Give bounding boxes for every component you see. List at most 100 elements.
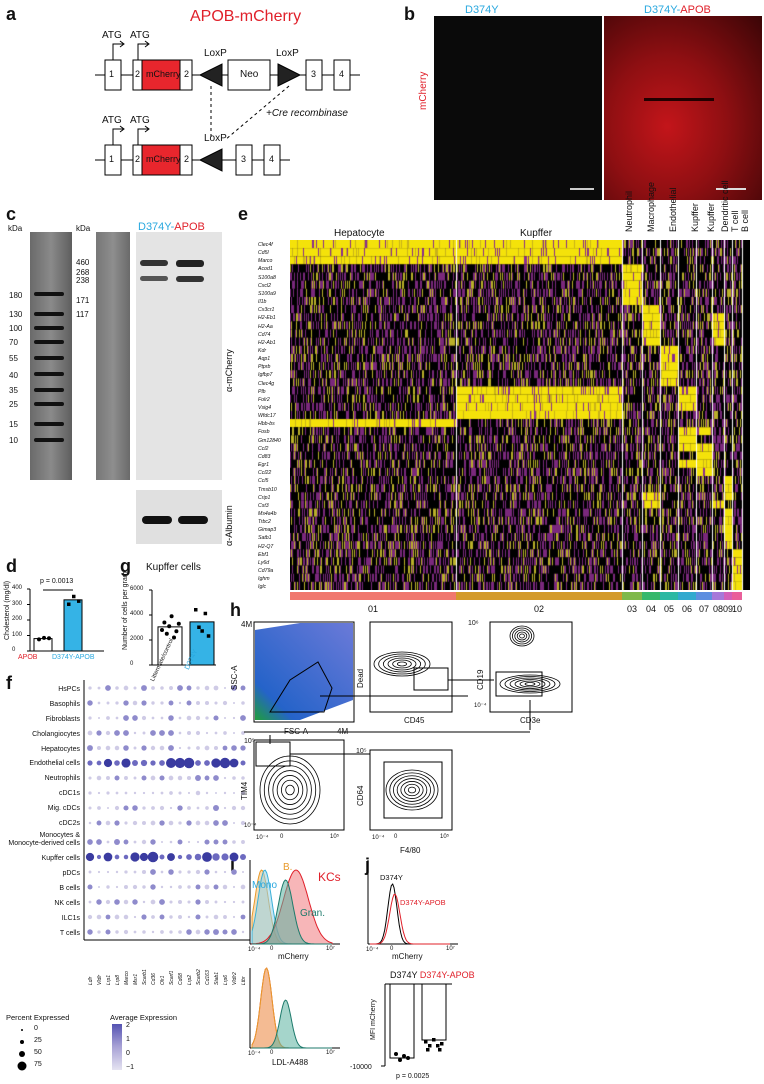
flow-contour — [396, 778, 428, 802]
j-bar-d374y-apob — [421, 983, 447, 1041]
hist-tick-1: 0 — [270, 946, 274, 952]
atg-label-1: ATG — [102, 30, 122, 41]
f-dot — [114, 760, 120, 766]
f-dot — [205, 915, 209, 919]
f-dot — [169, 900, 173, 904]
d-ytick-label: 300 — [12, 600, 23, 607]
f-dot — [231, 929, 237, 935]
f-dot — [85, 852, 95, 862]
f-dot — [186, 820, 192, 826]
flow-gate-1 — [269, 661, 333, 713]
f-dot — [88, 776, 92, 780]
label-1e6: 10⁶ — [468, 620, 479, 627]
row-label-8: Mig. cDCs — [47, 805, 80, 812]
ladder-left-55: 55 — [9, 354, 18, 363]
f-dot — [124, 776, 128, 780]
gene-label-Gm12840: Gm12840 — [258, 437, 281, 444]
hist-label-b: B. — [283, 862, 293, 873]
f-dot — [151, 716, 155, 720]
loxp-label-1: LoxP — [204, 48, 227, 59]
f-dot — [87, 929, 93, 935]
f-dot — [169, 885, 173, 889]
f-dot — [177, 775, 183, 781]
f-dot — [142, 900, 146, 904]
f-dot — [114, 775, 120, 781]
f-dot — [204, 899, 210, 905]
ladder-band — [34, 372, 64, 376]
f-dot — [147, 851, 159, 863]
micrograph-d374y-apob — [604, 16, 762, 200]
f-dot — [232, 900, 236, 904]
panel-c-title: D374Y-APOB — [138, 221, 205, 233]
f-dot — [195, 820, 201, 826]
f-dot — [123, 715, 129, 721]
f-dot — [132, 760, 138, 766]
f-dot — [187, 806, 191, 810]
f-dot — [178, 731, 182, 735]
hist-label-kcs: KCs — [318, 870, 341, 884]
gene-label-Folr2: Folr2 — [258, 396, 270, 403]
f-dot — [159, 745, 165, 751]
f-dot — [124, 791, 128, 795]
gene-label-Il1b: Il1b — [258, 299, 267, 306]
f-dot — [160, 716, 164, 720]
gene-label-Cst3: Cst3 — [258, 502, 269, 509]
f-dot — [222, 745, 228, 751]
hist-tick-7: 0 — [390, 946, 394, 952]
f-dot — [178, 821, 182, 825]
f-dot — [150, 884, 156, 890]
gene-label-H2-Q7: H2-Q7 — [258, 543, 274, 550]
flow-contour — [396, 661, 408, 667]
flow-contour — [392, 659, 412, 669]
f-dot — [167, 853, 175, 861]
flow-contour — [387, 657, 417, 671]
f-dot — [241, 930, 245, 934]
exon-3-label: 3 — [311, 69, 317, 79]
f-dot — [103, 852, 113, 862]
f-dot — [114, 805, 120, 811]
f-dot — [106, 791, 110, 795]
f-dot — [114, 899, 120, 905]
f-dot — [124, 821, 128, 825]
exon-1-label: 1 — [109, 69, 115, 79]
j-xlabel: mCherry — [392, 952, 423, 961]
f-dot — [204, 760, 210, 766]
ladder-band — [34, 422, 64, 426]
flow-gate-5 — [383, 761, 443, 819]
cluster-id-05: 05 — [664, 604, 675, 614]
f-dot — [229, 852, 239, 862]
f-dot — [96, 820, 102, 826]
f-dot — [223, 731, 227, 735]
f-dot — [195, 700, 201, 706]
panel-label-b: b — [404, 4, 415, 24]
gene-label-Acod1: Acod1 — [258, 266, 273, 273]
gene-label-Cd83: Cd83 — [258, 453, 271, 460]
kda-left: kDa — [8, 224, 23, 233]
f-dot — [213, 805, 219, 811]
row-label-10: Monocytes & — [39, 832, 80, 839]
flow-contour — [407, 786, 417, 794]
f-dot — [232, 840, 236, 844]
gene-label-Igfbp7: Igfbp7 — [258, 372, 273, 379]
f-dot — [106, 776, 110, 780]
panel-label-i: i — [230, 855, 236, 875]
legend-color-1: 1 — [126, 1036, 130, 1043]
f-dot — [105, 914, 111, 920]
gene-label-H2-Ab1: H2-Ab1 — [258, 339, 276, 346]
f-dot — [186, 700, 192, 706]
legend-size-0: 0 — [34, 1025, 38, 1032]
ladder-band — [34, 312, 64, 316]
cluster-id-07: 07 — [699, 604, 710, 614]
f-dot — [187, 746, 191, 750]
label-4m-y: 4M — [241, 620, 253, 629]
legend-size-dot — [20, 1040, 24, 1044]
f-dot — [142, 885, 146, 889]
exon-4-label: 4 — [339, 69, 345, 79]
f-dot — [141, 914, 147, 920]
d-point — [37, 637, 41, 642]
f-dot — [186, 929, 192, 935]
j-bar-d374y — [389, 983, 415, 1059]
f-dot — [204, 685, 210, 691]
hist-label-gran: Gran. — [300, 908, 326, 919]
d-ytick-label: 0 — [12, 647, 16, 653]
